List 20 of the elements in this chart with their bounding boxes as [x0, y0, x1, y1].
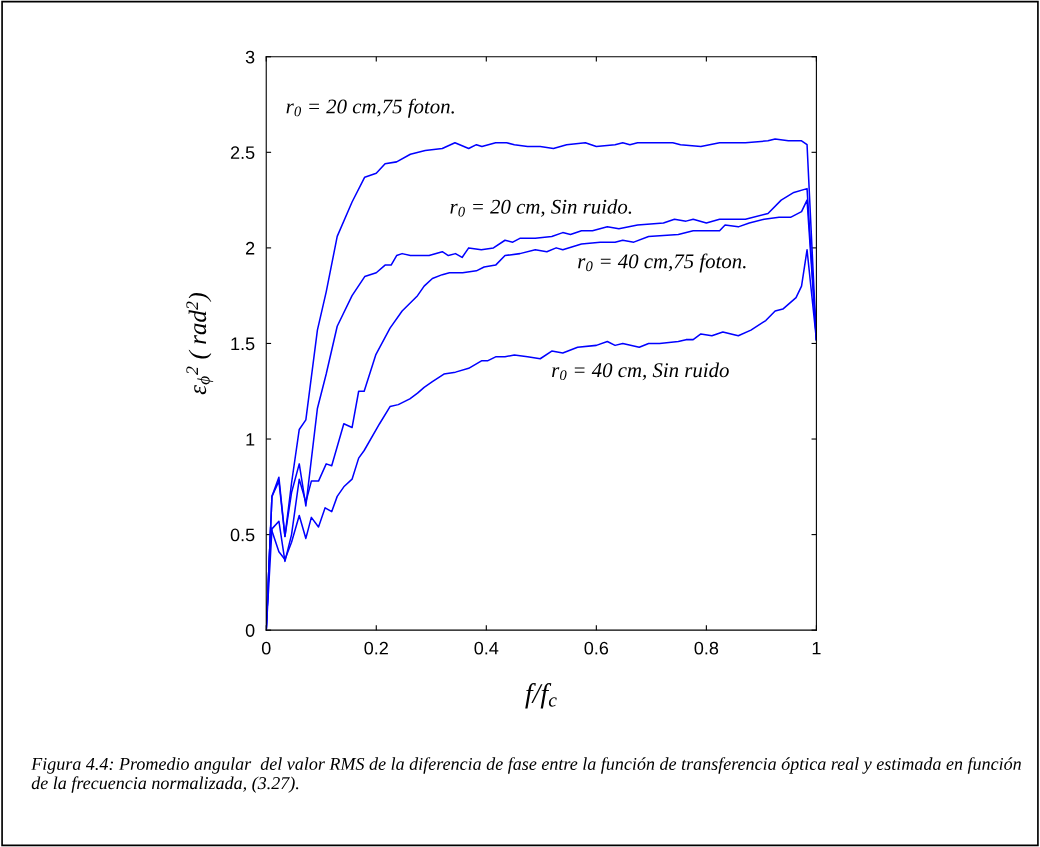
x-tick-label: 0.2	[364, 641, 388, 655]
x-tick-label: 1	[812, 641, 821, 655]
y-tick-label: 1.5	[231, 337, 255, 351]
x-tick-label: 0	[261, 641, 271, 655]
y-tick-label: 2.5	[230, 146, 255, 160]
y-tick-label: 0	[245, 624, 255, 637]
x-tick-label: 0.4	[474, 641, 499, 655]
y-axis-title: ε$_{ϕ}$$^{2}$ ( rad$^{2}$)	[186, 292, 214, 395]
annotation: r$_{0}$ = 20 cm,75 foton.	[286, 98, 454, 118]
x-axis-title: f/f$_{c}$	[525, 683, 557, 709]
y-tick-label: 3	[245, 50, 255, 64]
y-tick-label: 0.5	[230, 528, 255, 542]
x-tick-label: 0.8	[694, 641, 719, 655]
y-tick-label: 2	[246, 241, 255, 255]
x-tick-label: 0.6	[584, 641, 609, 655]
annotation: r$_{0}$ = 20 cm, Sin ruido.	[450, 199, 632, 217]
y-tick-label: 1	[246, 433, 255, 446]
annotation: r$_{0}$ = 40 cm,75 foton.	[578, 253, 746, 273]
text: Figura 4.4: Promedio angular del valor RMS de la diferencia de fase entre la función de transferencia óptica real y estimada en función de la frecuencia normalizada, (3.27).	[31, 757, 1021, 793]
annotation: r$_{0}$ = 40 cm, Sin ruido	[552, 362, 729, 381]
